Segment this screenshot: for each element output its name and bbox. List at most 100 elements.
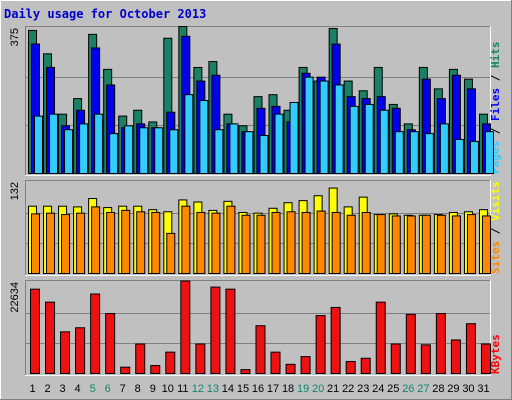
bar-pages-7: [124, 125, 134, 175]
x-tick-label-5: 5: [90, 383, 96, 395]
x-tick-label-3: 3: [60, 383, 66, 395]
bar-kbytes-30: [465, 323, 476, 374]
x-tick-label-21: 21: [327, 383, 339, 395]
bar-sites-28: [436, 214, 446, 274]
bar-kbytes-22: [345, 360, 356, 374]
bar-kbytes-29: [450, 339, 461, 374]
x-tick-label-23: 23: [357, 383, 369, 395]
bar-pages-25: [394, 131, 404, 175]
bar-sites-23: [361, 211, 371, 274]
chart-title: Daily usage for October 2013: [4, 7, 206, 21]
x-tick-label-12: 12: [192, 383, 204, 395]
legend-entry: Visits: [489, 181, 502, 221]
bar-sites-7: [121, 209, 131, 274]
x-tick-label-19: 19: [297, 383, 309, 395]
bar-kbytes-19: [300, 356, 311, 374]
x-tick-label-22: 22: [342, 383, 354, 395]
bar-pages-19: [304, 76, 314, 174]
bar-pages-23: [364, 103, 374, 174]
bar-sites-27: [421, 214, 431, 274]
bar-kbytes-31: [480, 343, 491, 375]
x-tick-label-20: 20: [312, 383, 324, 395]
bar-pages-27: [424, 133, 434, 174]
y-max-label: 375: [9, 28, 21, 46]
x-axis-labels: 1 2 3 4 5 6 7 8 9 10 11 12 13 14 15 16 17 18 19 20 21 22 23 24 2…: [29, 383, 489, 395]
y-max-label: 132: [9, 182, 21, 200]
bar-sites-22: [346, 214, 356, 274]
x-tick-label-7: 7: [120, 383, 126, 395]
legend-entry: KBytes: [489, 334, 502, 374]
bar-sites-13: [211, 212, 221, 275]
x-tick-label-24: 24: [372, 383, 384, 395]
legend-entry: Hits: [489, 42, 502, 69]
x-tick-label-15: 15: [237, 383, 249, 395]
bar-kbytes-18: [285, 363, 296, 374]
x-tick-label-9: 9: [150, 383, 156, 395]
bar-sites-30: [466, 214, 476, 274]
bar-pages-18: [289, 101, 299, 174]
bar-kbytes-21: [330, 306, 341, 375]
x-tick-label-11: 11: [177, 383, 188, 395]
bar-pages-2: [49, 113, 59, 175]
x-tick-label-4: 4: [75, 383, 81, 395]
bar-kbytes-8: [135, 343, 146, 375]
bar-sites-5: [91, 206, 101, 274]
bar-sites-25: [391, 215, 401, 274]
bar-kbytes-1: [30, 288, 40, 374]
bar-kbytes-20: [315, 315, 326, 375]
legend-entry: Files: [489, 88, 502, 121]
bar-sites-19: [301, 211, 311, 274]
bar-sites-9: [151, 211, 161, 274]
x-tick-label-18: 18: [282, 383, 294, 395]
y-max-label: 22634: [9, 282, 21, 313]
bar-pages-31: [484, 131, 494, 175]
bar-pages-9: [154, 127, 164, 174]
bar-sites-12: [196, 211, 206, 274]
bar-pages-5: [94, 113, 104, 175]
bar-pages-8: [139, 127, 149, 174]
legend: KBytes: [489, 334, 502, 374]
bar-pages-28: [439, 123, 449, 174]
x-tick-label-25: 25: [387, 383, 399, 395]
bar-sites-18: [286, 211, 296, 274]
bar-pages-11: [184, 94, 194, 174]
bar-kbytes-27: [420, 344, 431, 374]
bar-sites-26: [406, 215, 416, 274]
legend-entry: /: [489, 68, 502, 88]
x-tick-label-28: 28: [432, 383, 444, 395]
bar-pages-29: [454, 138, 464, 175]
bar-kbytes-12: [195, 343, 206, 375]
x-tick-label-29: 29: [447, 383, 459, 395]
bar-kbytes-13: [210, 286, 221, 374]
x-tick-label-10: 10: [162, 383, 174, 395]
x-tick-label-6: 6: [105, 383, 111, 395]
bar-sites-29: [451, 215, 461, 274]
bar-pages-15: [244, 131, 254, 175]
bar-pages-12: [199, 100, 209, 174]
x-tick-label-27: 27: [417, 383, 429, 395]
x-tick-label-1: 1: [29, 383, 35, 395]
bar-kbytes-7: [120, 366, 131, 374]
bar-pages-30: [469, 140, 479, 174]
bar-sites-8: [136, 211, 146, 274]
bar-kbytes-24: [375, 301, 386, 375]
bar-sites-1: [31, 213, 40, 274]
bar-sites-3: [61, 214, 71, 274]
bar-pages-21: [334, 84, 344, 174]
x-tick-label-26: 26: [402, 383, 414, 395]
bar-kbytes-9: [150, 365, 161, 375]
bar-kbytes-11: [180, 280, 191, 374]
bar-sites-31: [481, 215, 491, 274]
bar-kbytes-26: [405, 313, 416, 374]
x-tick-label-16: 16: [252, 383, 264, 395]
bar-kbytes-3: [60, 331, 71, 374]
bar-sites-17: [271, 211, 281, 274]
bar-sites-2: [46, 212, 56, 275]
x-tick-label-14: 14: [222, 383, 234, 395]
bar-pages-13: [214, 129, 224, 175]
bar-sites-6: [106, 211, 116, 274]
bar-pages-24: [379, 109, 389, 175]
bar-sites-24: [376, 214, 386, 274]
bar-pages-16: [259, 135, 269, 174]
